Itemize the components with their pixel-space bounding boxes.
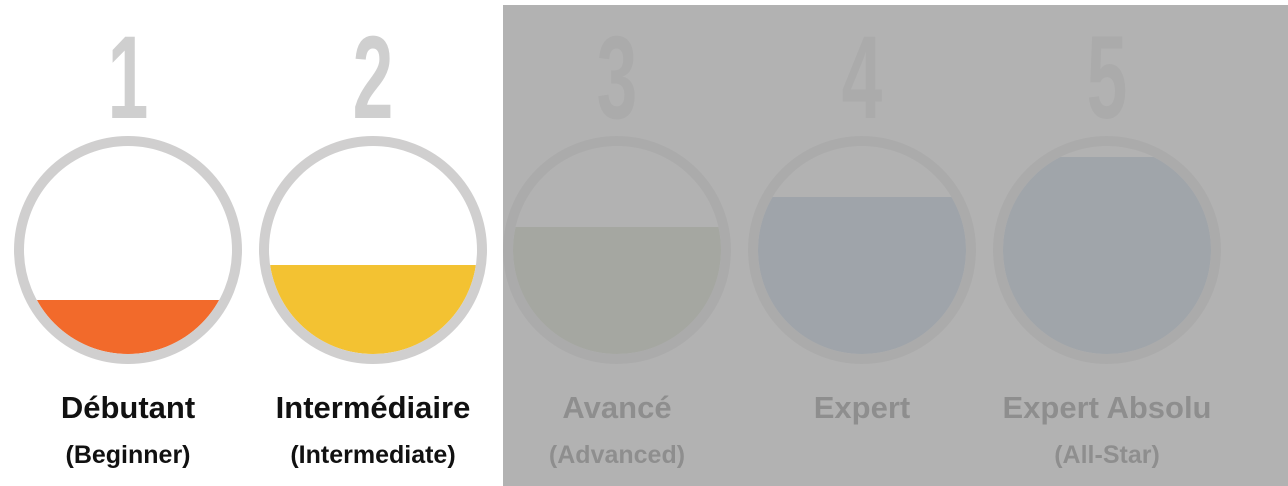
locked-overlay [503,5,1288,486]
level-item: 1 Débutant (Beginner) [14,11,242,469]
level-item: 2 Intermédiaire (Intermediate) [259,11,487,469]
level-number: 2 [353,11,394,143]
gauge-ring [259,136,487,364]
level-translation: (Beginner) [66,441,191,469]
level-number: 1 [108,11,149,143]
gauge-ring [14,136,242,364]
level-translation: (Intermediate) [290,441,455,469]
level-name: Débutant [61,390,195,425]
gauge-fill [269,265,477,354]
level-name: Intermédiaire [276,390,471,425]
